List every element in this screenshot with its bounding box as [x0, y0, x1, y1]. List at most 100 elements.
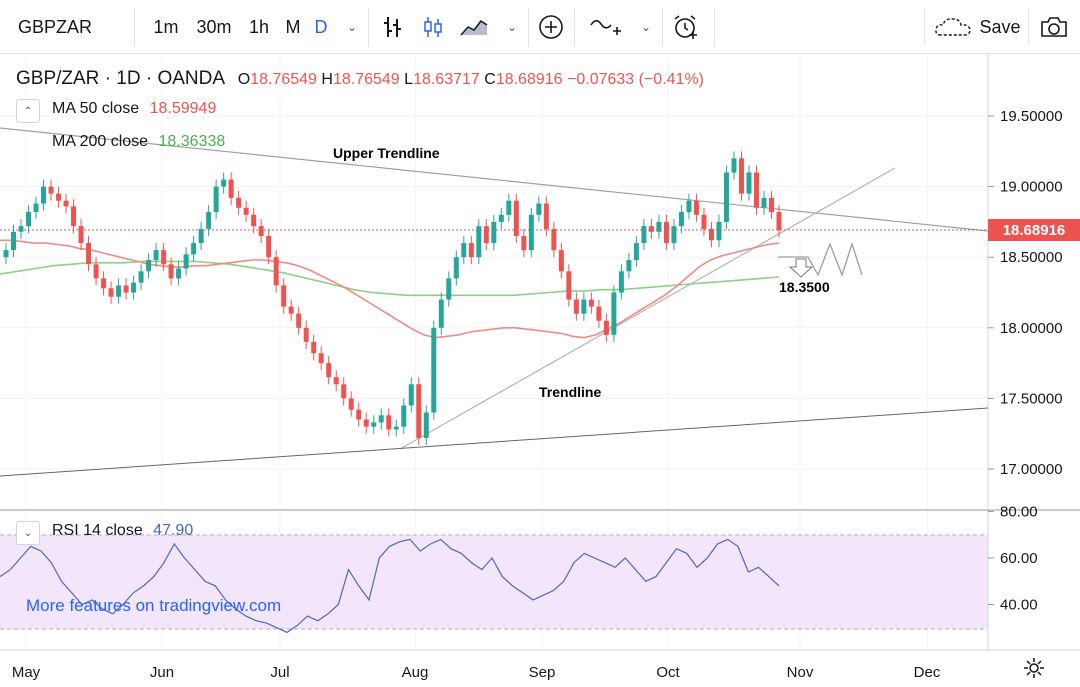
- candle-body: [558, 250, 564, 272]
- candle-body: [551, 228, 557, 251]
- candle-body: [716, 221, 722, 241]
- interval-30m[interactable]: 30m: [196, 16, 232, 37]
- price-chart[interactable]: 19.50000 19.00000 18.50000 18.00000 17.50000…: [0, 54, 1080, 687]
- candle-body: [438, 299, 444, 328]
- ma200-line: [0, 260, 780, 297]
- candle-body: [416, 384, 422, 438]
- candle-body: [153, 250, 159, 261]
- ma50-line: [0, 239, 780, 339]
- candle-body: [198, 228, 204, 244]
- camera-icon: [1041, 17, 1067, 37]
- upper-trendline: [0, 127, 989, 232]
- candle-body: [693, 200, 699, 215]
- alert-button[interactable]: [668, 0, 702, 54]
- candle-body: [251, 214, 257, 227]
- toolbar-divider: [1028, 8, 1029, 46]
- interval-dropdown[interactable]: ⌄: [340, 0, 364, 54]
- candle-body: [86, 243, 92, 265]
- rsi-path: [0, 538, 780, 634]
- candle-body: [393, 426, 399, 430]
- price-tick-label: 19.50000: [1000, 108, 1063, 125]
- candle-body: [363, 419, 369, 427]
- indicators-button[interactable]: [586, 0, 626, 54]
- ma200-path: [0, 260, 780, 297]
- interval-1h[interactable]: 1h: [248, 16, 270, 37]
- cloud-icon: [935, 18, 972, 36]
- toolbar-divider: [714, 8, 715, 46]
- chart-style-dropdown[interactable]: ⌄: [500, 0, 524, 54]
- upper-trendline-label: Upper Trendline: [333, 145, 440, 161]
- ma50-value: 18.59949: [149, 100, 217, 117]
- candle-body: [723, 172, 729, 222]
- toolbar-divider: [662, 8, 663, 46]
- tradingview-watermark[interactable]: More features on tradingview.com: [26, 596, 282, 615]
- interval-1m[interactable]: 1m: [153, 16, 179, 37]
- candle-body: [131, 282, 137, 293]
- open-value: 18.76549: [250, 71, 317, 88]
- candle-body: [753, 172, 759, 208]
- ohlc-values: O18.76549 H18.76549 L18.63717 C18.68916 …: [237, 71, 704, 88]
- save-label: Save: [979, 16, 1021, 37]
- compare-button[interactable]: [534, 0, 568, 54]
- candle-body: [611, 292, 617, 335]
- symbol-search[interactable]: GBPZAR: [18, 16, 93, 37]
- time-tick-label: May: [12, 664, 41, 681]
- candle-body: [656, 221, 662, 232]
- ascending-trendline: [399, 167, 896, 450]
- time-tick-label: Nov: [787, 664, 814, 681]
- interval-m[interactable]: M: [285, 16, 301, 37]
- rsi-tick-label: 80.00: [1000, 504, 1038, 521]
- candle-body: [296, 313, 302, 328]
- bars-style-icon: [384, 17, 401, 37]
- ma50-legend[interactable]: MA 50 close 18.59949: [52, 100, 217, 117]
- rsi-collapse-button[interactable]: ⌄: [16, 521, 40, 545]
- area-style-button[interactable]: [456, 0, 492, 54]
- candle-body: [648, 226, 654, 232]
- time-tick-label: Jun: [150, 664, 174, 681]
- candle-body: [633, 243, 639, 261]
- close-value: 18.68916: [495, 71, 563, 88]
- candle-body: [161, 250, 167, 265]
- candle-body: [281, 285, 287, 307]
- interval-d[interactable]: D: [314, 16, 328, 37]
- candle-body: [11, 231, 17, 251]
- candle-body: [341, 384, 347, 399]
- candle-body: [41, 186, 47, 204]
- bars-style-button[interactable]: [378, 0, 408, 54]
- candle-body: [258, 226, 264, 237]
- candle-body: [183, 254, 189, 269]
- collapse-legend-button[interactable]: ⌃: [16, 99, 40, 123]
- candle-body: [371, 422, 377, 427]
- candle-body: [348, 398, 354, 410]
- snapshot-button[interactable]: [1034, 0, 1074, 54]
- change-value: −0.07633 (−0.41%): [567, 71, 704, 88]
- candle-body: [71, 206, 77, 227]
- candle-body: [776, 212, 782, 231]
- candle-body: [228, 179, 234, 198]
- candles: [3, 151, 782, 445]
- candle-body: [506, 200, 512, 215]
- toolbar-divider: [528, 8, 529, 46]
- candle-body: [543, 203, 549, 229]
- candles-style-button[interactable]: [418, 0, 448, 54]
- rsi-axis: 80.00 60.00 40.00: [988, 504, 1038, 614]
- candle-body: [573, 299, 579, 314]
- toolbar-divider: [574, 8, 575, 46]
- projection-drawing: [778, 241, 863, 278]
- candle-body: [356, 409, 362, 420]
- candle-body: [708, 228, 714, 241]
- chart-settings-button[interactable]: [1022, 656, 1046, 685]
- candle-body: [101, 278, 107, 289]
- rsi-legend[interactable]: RSI 14 close 47.90: [52, 522, 194, 539]
- chevron-down-icon: ⌄: [346, 20, 358, 34]
- rsi-tick-label: 40.00: [1000, 597, 1038, 614]
- candle-body: [423, 412, 429, 438]
- symbol-title: GBP/ZAR · 1D · OANDA: [16, 68, 226, 89]
- time-tick-label: Dec: [914, 664, 941, 681]
- indicators-dropdown[interactable]: ⌄: [634, 0, 658, 54]
- toolbar-divider: [924, 8, 925, 46]
- save-button[interactable]: Save: [932, 0, 1022, 54]
- ma200-legend[interactable]: MA 200 close 18.36338: [52, 133, 226, 150]
- price-tick-label: 19.00000: [1000, 179, 1063, 196]
- candle-body: [48, 186, 54, 194]
